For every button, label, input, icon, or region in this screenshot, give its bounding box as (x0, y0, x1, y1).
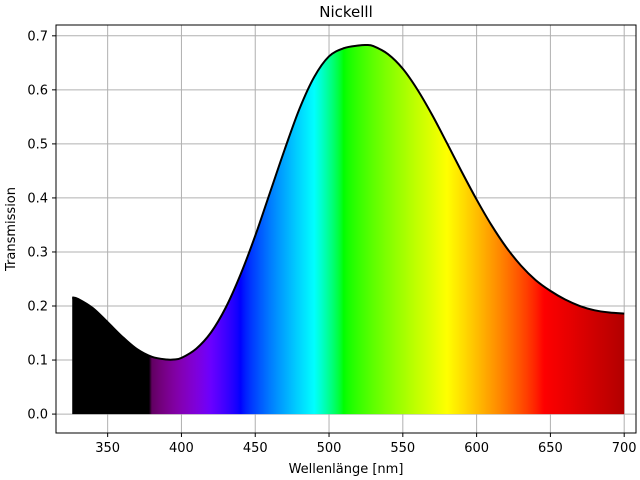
x-tick-label: 400 (169, 441, 194, 456)
y-tick-label: 0.7 (27, 29, 48, 44)
chart-title: Nickelll (319, 3, 373, 21)
y-tick-label: 0.1 (27, 354, 48, 369)
y-tick-label: 0.4 (27, 191, 48, 206)
x-tick-label: 650 (538, 441, 563, 456)
x-axis-ticks: 350 400 450 500 550 600 650 700 (95, 433, 637, 456)
y-tick-label: 0.6 (27, 83, 48, 98)
x-tick-label: 450 (243, 441, 268, 456)
y-tick-label: 0.5 (27, 137, 48, 152)
y-tick-label: 0.0 (27, 408, 48, 423)
x-axis-label: Wellenlänge [nm] (289, 462, 404, 477)
x-tick-label: 500 (317, 441, 342, 456)
y-tick-label: 0.3 (27, 245, 48, 260)
y-axis-label: Transmission (4, 187, 19, 272)
plot-frame (55, 24, 637, 434)
x-tick-label: 600 (464, 441, 489, 456)
x-tick-label: 350 (95, 441, 120, 456)
y-axis-ticks: 0.0 0.1 0.2 0.3 0.4 0.5 0.6 0.7 (27, 29, 56, 423)
x-tick-label: 700 (612, 441, 637, 456)
x-tick-label: 550 (390, 441, 415, 456)
transmission-curve (71, 43, 625, 361)
y-tick-label: 0.2 (27, 300, 48, 315)
